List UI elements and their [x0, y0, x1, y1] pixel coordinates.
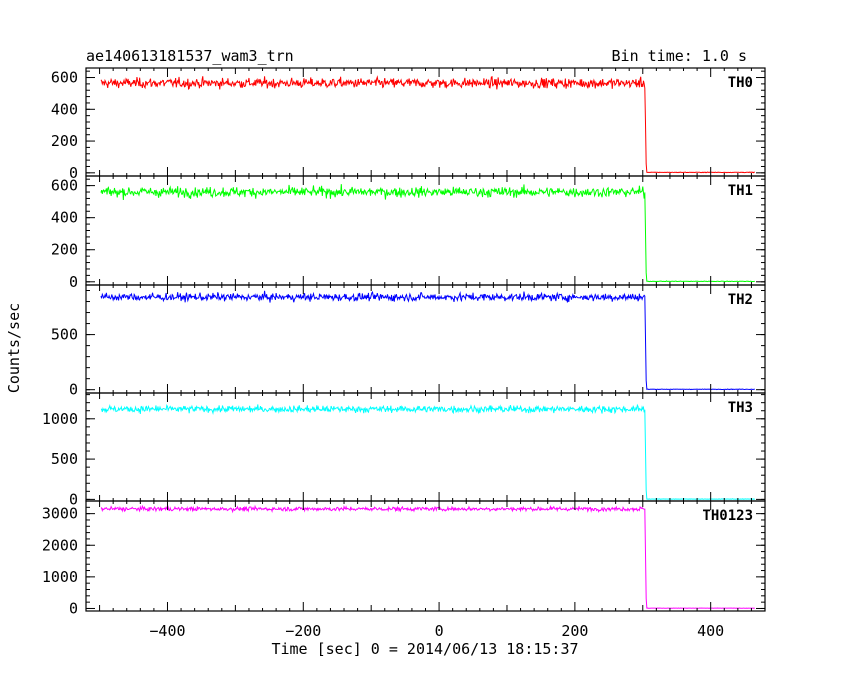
y-tick-label: 600	[51, 69, 78, 87]
panel-th2: 0 500 TH2	[51, 284, 766, 399]
x-tick-label: 0	[435, 622, 444, 640]
panels-group: 0 200 400 600 TH0 0 200 400 600 TH1 0 500 TH2 0 500 100…	[42, 67, 766, 617]
series-line-th0	[100, 75, 755, 174]
y-tick-label: 1000	[42, 568, 78, 586]
series-line-th2	[100, 290, 755, 391]
y-axis-title: Counts/sec	[5, 303, 23, 393]
series-line-th3	[100, 403, 755, 500]
y-tick-label: 400	[51, 100, 78, 118]
y-tick-label: 200	[51, 241, 78, 259]
y-tick-label: 0	[69, 273, 78, 291]
panel-label-th3: TH3	[728, 400, 753, 416]
y-tick-label: 3000	[42, 505, 78, 523]
panel-th0: 0 200 400 600 TH0	[51, 67, 766, 182]
y-tick-label: 0	[69, 381, 78, 399]
panel-label-th1: TH1	[728, 183, 753, 199]
y-tick-label: 0	[69, 599, 78, 617]
panel-label-th0: TH0	[728, 75, 753, 91]
panel-frame	[85, 500, 766, 612]
x-axis: −400 −200 0 200 400	[149, 622, 724, 640]
y-tick-label: 500	[51, 450, 78, 468]
x-tick-label: 400	[697, 622, 724, 640]
panel-label-th2: TH2	[728, 292, 753, 308]
panel-th1: 0 200 400 600 TH1	[51, 175, 766, 291]
panel-label-th0123: TH0123	[702, 508, 753, 524]
y-tick-label: 200	[51, 132, 78, 150]
y-tick-label: 600	[51, 177, 78, 195]
x-tick-label: 200	[561, 622, 588, 640]
chart-title: ae140613181537_wam3_trn	[86, 47, 294, 65]
panel-th3: 0 500 1000 TH3	[42, 392, 766, 508]
y-tick-label: 0	[69, 164, 78, 182]
x-tick-label: −400	[149, 622, 185, 640]
y-tick-label: 1000	[42, 410, 78, 428]
series-line-th0123	[100, 504, 755, 609]
x-tick-label: −200	[285, 622, 321, 640]
y-tick-label: 500	[51, 326, 78, 344]
x-axis-title: Time [sec] 0 = 2014/06/13 18:15:37	[271, 640, 578, 658]
bin-time-label: Bin time: 1.0 s	[612, 47, 747, 65]
y-tick-label: 2000	[42, 536, 78, 554]
series-line-th1	[100, 184, 755, 283]
y-tick-label: 400	[51, 209, 78, 227]
panel-th0123: 0 1000 2000 3000 TH0123	[42, 500, 766, 617]
y-tick-label: 0	[69, 490, 78, 508]
